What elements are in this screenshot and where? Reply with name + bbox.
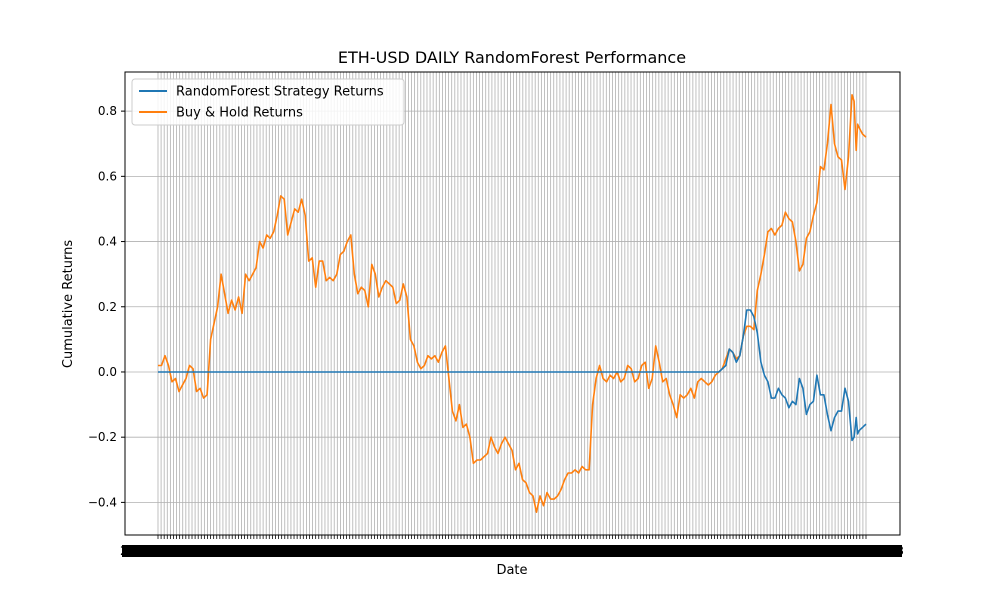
series-line [158, 94, 867, 513]
series-line [158, 309, 867, 442]
legend-label: Buy & Hold Returns [176, 106, 303, 121]
y-tick-label: −0.4 [88, 495, 117, 509]
y-tick-label: 0.0 [98, 365, 117, 379]
chart-title: ETH-USD DAILY RandomForest Performance [338, 48, 686, 67]
grid [125, 72, 900, 535]
series-lines [158, 94, 867, 513]
plot-frame [124, 71, 901, 536]
legend-label: RandomForest Strategy Returns [176, 85, 384, 100]
legend-box [131, 78, 405, 126]
y-tick-label: 0.4 [98, 235, 117, 249]
y-tick-label: 0.8 [98, 104, 117, 118]
y-axis-label: Cumulative Returns [61, 240, 76, 368]
y-axis: −0.4 −0.2 0.0 0.2 0.4 0.6 0.8 [88, 104, 125, 509]
x-tick-label-last: 2024-01-13 [834, 544, 904, 558]
y-tick-label: −0.2 [88, 430, 117, 444]
y-tick-label: 0.2 [98, 300, 117, 314]
x-tick-labels-overlap [122, 545, 902, 557]
legend: RandomForest Strategy Returns Buy & Hold … [131, 78, 405, 126]
x-axis-label: Date [496, 563, 527, 578]
x-axis: 2023 2024-01-13 [120, 535, 904, 558]
y-tick-label: 0.6 [98, 169, 117, 183]
x-tick-label-first: 2023 [120, 544, 151, 558]
